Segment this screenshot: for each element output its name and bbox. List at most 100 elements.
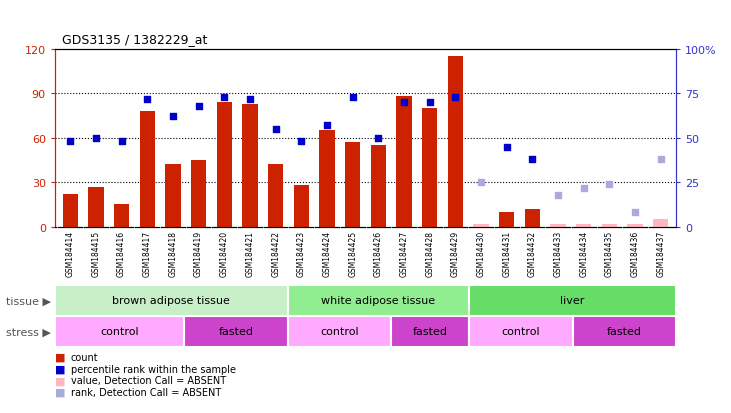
Point xyxy=(526,157,538,163)
Text: GSM184418: GSM184418 xyxy=(168,230,178,276)
Text: GSM184436: GSM184436 xyxy=(631,230,640,276)
Point xyxy=(295,139,307,145)
Point xyxy=(321,123,333,129)
Text: GSM184415: GSM184415 xyxy=(91,230,100,276)
Text: GSM184428: GSM184428 xyxy=(425,230,434,276)
Point xyxy=(115,139,127,145)
Bar xyxy=(576,224,591,227)
Bar xyxy=(447,57,463,227)
Text: white adipose tissue: white adipose tissue xyxy=(322,295,436,306)
Text: percentile rank within the sample: percentile rank within the sample xyxy=(71,364,236,374)
Bar xyxy=(165,165,181,227)
Text: tissue ▶: tissue ▶ xyxy=(6,295,51,306)
Text: GSM184432: GSM184432 xyxy=(528,230,537,276)
Bar xyxy=(268,165,284,227)
Text: GDS3135 / 1382229_at: GDS3135 / 1382229_at xyxy=(62,33,208,45)
Bar xyxy=(627,224,643,227)
Text: control: control xyxy=(100,326,139,337)
Text: value, Detection Call = ABSENT: value, Detection Call = ABSENT xyxy=(71,375,226,385)
Text: GSM184434: GSM184434 xyxy=(579,230,588,276)
Text: GSM184425: GSM184425 xyxy=(348,230,357,276)
Bar xyxy=(63,195,78,227)
Bar xyxy=(550,224,566,227)
Bar xyxy=(469,316,572,347)
Point xyxy=(373,135,385,142)
Text: GSM184430: GSM184430 xyxy=(477,230,485,276)
Text: GSM184433: GSM184433 xyxy=(553,230,563,276)
Text: GSM184437: GSM184437 xyxy=(656,230,665,276)
Bar xyxy=(371,146,386,227)
Text: GSM184417: GSM184417 xyxy=(143,230,152,276)
Point xyxy=(270,126,281,133)
Bar xyxy=(653,220,668,227)
Point xyxy=(475,179,487,186)
Bar xyxy=(114,205,129,227)
Bar xyxy=(191,161,206,227)
Text: GSM184431: GSM184431 xyxy=(502,230,511,276)
Bar xyxy=(242,104,257,227)
Text: fasted: fasted xyxy=(607,326,642,337)
Text: fasted: fasted xyxy=(413,326,447,337)
Text: ■: ■ xyxy=(55,387,65,397)
Bar xyxy=(55,285,288,316)
Bar xyxy=(55,316,184,347)
Bar xyxy=(422,109,437,227)
Bar xyxy=(288,285,469,316)
Text: rank, Detection Call = ABSENT: rank, Detection Call = ABSENT xyxy=(71,387,221,397)
Text: GSM184435: GSM184435 xyxy=(605,230,614,276)
Bar xyxy=(474,224,489,227)
Bar xyxy=(572,316,676,347)
Text: GSM184421: GSM184421 xyxy=(246,230,254,276)
Text: GSM184427: GSM184427 xyxy=(400,230,409,276)
Text: fasted: fasted xyxy=(219,326,254,337)
Bar xyxy=(391,316,469,347)
Text: GSM184426: GSM184426 xyxy=(374,230,383,276)
Text: count: count xyxy=(71,352,99,362)
Point xyxy=(604,181,616,188)
Text: GSM184420: GSM184420 xyxy=(220,230,229,276)
Bar xyxy=(288,316,391,347)
Bar xyxy=(88,187,104,227)
Bar xyxy=(345,143,360,227)
Bar xyxy=(319,131,335,227)
Text: stress ▶: stress ▶ xyxy=(7,326,51,337)
Bar xyxy=(294,186,309,227)
Bar xyxy=(469,285,676,316)
Text: GSM184423: GSM184423 xyxy=(297,230,306,276)
Text: GSM184419: GSM184419 xyxy=(194,230,203,276)
Bar xyxy=(216,103,232,227)
Point xyxy=(141,96,153,102)
Point xyxy=(655,157,667,163)
Text: liver: liver xyxy=(561,295,585,306)
Text: control: control xyxy=(320,326,359,337)
Point xyxy=(193,103,205,110)
Bar xyxy=(602,224,617,227)
Bar xyxy=(396,97,412,227)
Point xyxy=(501,144,512,151)
Bar xyxy=(184,316,288,347)
Text: GSM184429: GSM184429 xyxy=(451,230,460,276)
Point xyxy=(346,94,358,101)
Text: GSM184416: GSM184416 xyxy=(117,230,126,276)
Text: GSM184414: GSM184414 xyxy=(66,230,75,276)
Bar xyxy=(525,209,540,227)
Point xyxy=(552,192,564,199)
Point xyxy=(629,210,641,216)
Text: control: control xyxy=(501,326,540,337)
Text: brown adipose tissue: brown adipose tissue xyxy=(113,295,230,306)
Text: ■: ■ xyxy=(55,364,65,374)
Bar xyxy=(499,212,515,227)
Bar xyxy=(140,112,155,227)
Point xyxy=(244,96,256,102)
Text: ■: ■ xyxy=(55,375,65,385)
Point xyxy=(64,139,76,145)
Text: ■: ■ xyxy=(55,352,65,362)
Point xyxy=(450,94,461,101)
Text: GSM184422: GSM184422 xyxy=(271,230,280,276)
Point xyxy=(398,100,410,106)
Point xyxy=(578,185,590,191)
Point xyxy=(90,135,102,142)
Text: GSM184424: GSM184424 xyxy=(322,230,331,276)
Point xyxy=(424,100,436,106)
Point xyxy=(167,114,179,120)
